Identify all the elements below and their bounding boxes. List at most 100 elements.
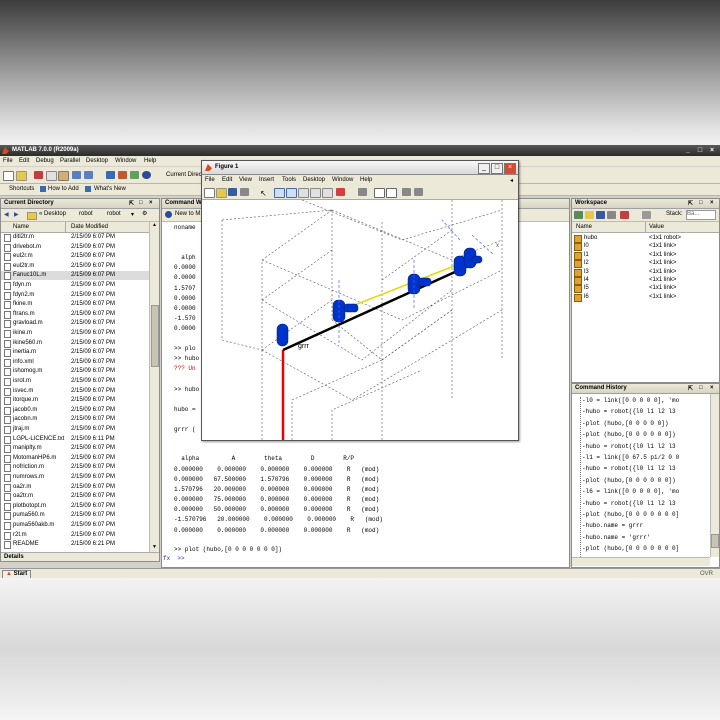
menu-debug[interactable]: Debug [36,158,54,164]
file-row[interactable]: r2t.m 2/15/09 6:07 PM [1,531,149,540]
path-segment[interactable]: « Desktop [39,211,67,217]
file-row[interactable]: puma560.m 2/15/09 6:07 PM [1,511,149,521]
file-row[interactable]: eul2tr.m 2/15/09 6:07 PM [1,262,149,271]
details-bar[interactable]: Details [1,552,159,561]
gear-icon[interactable]: ⚙ [142,211,148,217]
workspace-variable-row[interactable]: l3 <1x1 link> [572,268,719,277]
history-entry[interactable]: -hubo = robot({l0 l1 l2 l3 [582,465,676,473]
scroll-down-icon[interactable]: ▼ [152,544,157,550]
whats-new-link[interactable]: What's New [94,186,126,192]
history-entry[interactable]: -l6 = link([0 0 0 0 0], 'mo [582,488,680,496]
history-entry[interactable]: -plot (hubo,[0 0 0 0 0]) [582,419,669,427]
help-icon[interactable] [142,171,151,179]
plot-selection-icon[interactable] [642,211,651,219]
new-variable-icon[interactable] [574,211,583,219]
shortcuts-label[interactable]: Shortcuts [9,186,35,192]
pan-icon[interactable] [298,188,309,198]
figure-menu-tools[interactable]: Tools [282,177,297,183]
figure-close-icon[interactable]: × [504,163,516,174]
figure-menu-window[interactable]: Window [332,177,354,183]
figure-menu-arrow-icon[interactable]: ◂ [510,178,514,184]
ws-col-value[interactable]: Value [649,224,664,230]
undock-icon[interactable]: ⇱ [688,201,694,207]
figure-maximize-icon[interactable]: □ [491,163,503,174]
file-row[interactable]: ftrans.m 2/15/09 6:07 PM [1,310,149,319]
forward-arrow-icon[interactable]: ▶ [14,212,19,218]
col-name-header[interactable]: Name [13,224,30,230]
show-plot-tools-icon[interactable] [414,188,423,196]
start-button[interactable]: ▲ Start [2,570,32,578]
figure-menu-insert[interactable]: Insert [259,177,275,183]
minimize-icon[interactable]: _ [686,147,690,154]
file-row[interactable]: eul2r.m 2/15/09 6:07 PM [1,252,149,262]
history-entry[interactable]: -hubo.name = grrr [582,522,644,530]
path-dropdown-icon[interactable]: ▾ [131,212,135,218]
restore-icon[interactable]: □ [699,200,703,206]
file-row[interactable]: LGPL-LICENCE.txt 2/15/09 6:11 PM [1,435,149,444]
file-row[interactable]: ikine.m 2/15/09 6:07 PM [1,329,149,338]
new-file-icon[interactable] [3,171,14,181]
file-row[interactable]: jacob0.m 2/15/09 6:07 PM [1,406,149,415]
file-row[interactable]: jacobn.m 2/15/09 6:07 PM [1,415,149,425]
hide-plot-tools-icon[interactable] [402,188,411,196]
panel-close-icon[interactable]: × [710,200,714,206]
figure-menu-view[interactable]: View [239,177,252,183]
figure-menu-file[interactable]: File [205,177,215,183]
workspace-variable-row[interactable]: l6 <1x1 link> [572,293,719,302]
history-entry[interactable]: -plot (hubo,[0 0 0 0 0 0]) [582,431,676,439]
figure-menu-desktop[interactable]: Desktop [303,177,326,183]
scroll-up-icon[interactable]: ▲ [152,222,157,228]
file-row[interactable]: isrot.m 2/15/09 6:07 PM [1,377,149,386]
menu-help[interactable]: Help [144,158,157,164]
file-row[interactable]: plotbotopt.m 2/15/09 6:07 PM [1,502,149,511]
new-to-matlab-link[interactable]: New to M [175,211,201,217]
path-segment[interactable]: robot [79,211,93,217]
command-prompt[interactable]: fx >> [163,555,185,562]
undock-icon[interactable]: ⇱ [129,201,135,207]
save-workspace-icon[interactable] [596,211,605,219]
workspace-variable-row[interactable]: l5 <1x1 link> [572,284,719,294]
rotate-3d-icon[interactable] [310,188,321,198]
file-row[interactable]: fdyn2.m 2/15/09 6:07 PM [1,291,149,300]
pointer-icon[interactable]: ↖ [260,189,267,198]
restore-icon[interactable]: □ [139,200,143,206]
file-row[interactable]: jtraj.m 2/15/09 6:07 PM [1,425,149,434]
history-entry[interactable]: -hubo = robot({l0 l1 l2 l3 [582,408,676,416]
file-row[interactable]: isvec.m 2/15/09 6:07 PM [1,387,149,396]
profiler-icon[interactable] [130,171,139,179]
undo-icon[interactable] [72,171,81,179]
figure-menu-edit[interactable]: Edit [222,177,233,183]
figure-menu-help[interactable]: Help [360,177,373,183]
history-entry[interactable]: -plot (hubo,[0 0 0 0 0 0 0] [582,545,680,553]
file-row[interactable]: numrows.m 2/15/09 6:07 PM [1,473,149,482]
history-hscrollbar[interactable] [572,557,710,566]
figure-save-icon[interactable] [228,188,237,196]
stack-select[interactable]: Ba... [686,210,716,220]
how-to-add-link[interactable]: How to Add [48,186,79,192]
colorbar-icon[interactable] [374,188,385,198]
guide-icon[interactable] [118,171,127,179]
file-row[interactable]: gravload.m 2/15/09 6:07 PM [1,319,149,329]
menu-file[interactable]: File [3,158,13,164]
simulink-icon[interactable] [106,171,115,179]
file-row[interactable]: maniplty.m 2/15/09 6:07 PM [1,444,149,454]
figure-print-icon[interactable] [240,188,249,196]
zoom-in-icon[interactable] [274,188,285,198]
open-folder-icon[interactable] [16,171,27,181]
figure-new-icon[interactable] [204,188,215,198]
file-row[interactable]: puma560akb.m 2/15/09 6:07 PM [1,521,149,530]
ws-col-name[interactable]: Name [576,224,593,230]
file-row[interactable]: itorque.m 2/15/09 6:07 PM [1,396,149,406]
history-entry[interactable]: -hubo = robot({l0 l1 l2 l3 [582,499,676,507]
file-row[interactable]: ishomog.m 2/15/09 6:07 PM [1,367,149,377]
file-row[interactable]: fdyn.m 2/15/09 6:07 PM [1,281,149,290]
restore-icon[interactable]: □ [699,385,703,391]
file-row[interactable]: fkine.m 2/15/09 6:07 PM [1,300,149,310]
history-entry[interactable]: -l1 = link([0 67.5 pi/2 0 0 [582,453,680,461]
workspace-variable-row[interactable]: l4 <1x1 link> [572,276,719,285]
paste-icon[interactable] [58,171,69,181]
file-row[interactable]: nofriction.m 2/15/09 6:07 PM [1,463,149,473]
data-cursor-icon[interactable] [322,188,333,198]
panel-close-icon[interactable]: × [710,385,714,391]
history-entry[interactable]: -plot (hubo,[0 0 0 0 0 0]) [582,476,676,484]
